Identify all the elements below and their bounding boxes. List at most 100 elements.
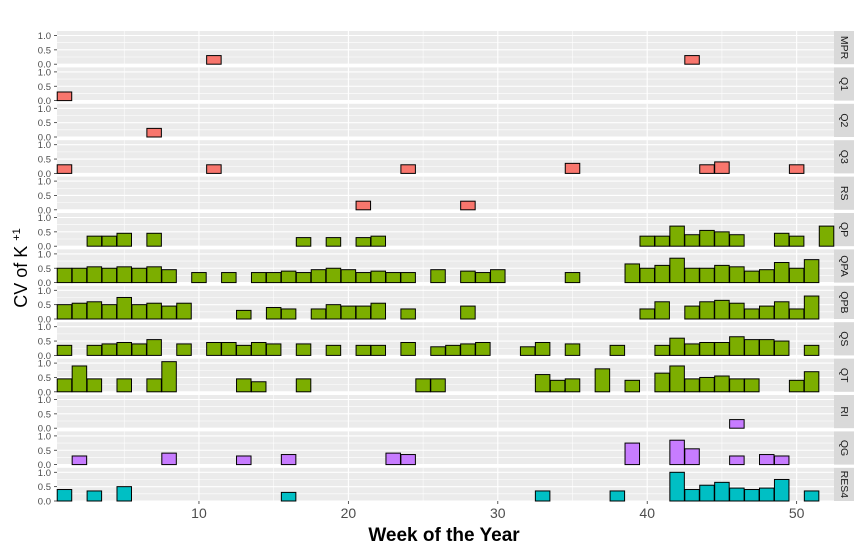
bar: [475, 341, 491, 356]
y-tick-label: 1.0: [38, 359, 51, 370]
facet-label: RES4: [838, 471, 850, 499]
y-tick-label: 1.0: [38, 140, 51, 151]
bar: [773, 478, 790, 502]
bar: [221, 272, 237, 284]
bar: [86, 344, 103, 356]
facet-strip: [834, 431, 854, 465]
y-tick-label: 0.0: [38, 133, 51, 144]
bar: [699, 267, 715, 284]
panel-q2: 0.0 0.5 1.0 Q2: [38, 103, 854, 144]
bar: [250, 381, 267, 393]
panel-rs: 0.0 0.5 1.0 RS: [38, 176, 854, 216]
y-tick-label: 0.5: [38, 264, 51, 275]
bar: [236, 455, 252, 466]
facet-label: QT: [838, 368, 850, 383]
bar: [639, 267, 655, 284]
bar: [325, 344, 342, 356]
bar: [684, 343, 700, 356]
y-tick-label: 0.0: [38, 351, 51, 362]
facet-label: QP: [838, 222, 850, 237]
bar: [773, 340, 790, 356]
bar: [684, 234, 700, 247]
bar: [624, 379, 641, 393]
bar: [146, 266, 162, 284]
y-tick-label: 1.0: [38, 177, 51, 188]
panel-qp: 0.0 0.5 1.0 QP: [38, 213, 854, 253]
bar: [71, 455, 88, 466]
bar: [609, 344, 626, 356]
bar: [415, 378, 431, 393]
panel-grid: [57, 176, 834, 211]
bar: [773, 455, 790, 466]
y-tick-label: 1.0: [38, 431, 51, 442]
bar: [788, 267, 805, 284]
bar: [803, 490, 820, 502]
bar: [564, 378, 581, 393]
bar: [206, 341, 222, 356]
bar: [460, 270, 476, 284]
bar: [370, 235, 387, 247]
bar: [161, 452, 177, 466]
bar: [624, 263, 641, 284]
x-tick-label: 30: [490, 505, 506, 521]
x-tick-label: 50: [789, 505, 805, 521]
bar: [430, 378, 446, 393]
bar: [699, 341, 715, 356]
bar: [714, 231, 730, 247]
y-tick-label: 0.5: [38, 227, 51, 238]
y-tick-label: 0.5: [38, 300, 51, 311]
bar: [684, 55, 700, 65]
bar: [56, 378, 73, 393]
y-tick-label: 0.5: [38, 373, 51, 384]
facet-strip: [834, 31, 854, 65]
bar: [669, 257, 685, 284]
y-tick-label: 0.0: [38, 278, 51, 289]
bar: [669, 365, 685, 393]
panel-grid: [57, 395, 834, 429]
bar: [669, 439, 685, 466]
bar: [101, 267, 118, 284]
bar: [400, 272, 416, 284]
panel-bars: [206, 55, 700, 65]
y-tick-label: 0.0: [38, 60, 51, 71]
bar: [265, 272, 282, 284]
bar: [161, 269, 177, 284]
bar: [116, 296, 132, 320]
bar: [385, 452, 401, 466]
bar: [250, 272, 267, 284]
bar: [295, 343, 312, 356]
bar: [295, 237, 312, 247]
bar: [729, 336, 745, 356]
panel-background: [57, 176, 834, 210]
bar: [310, 308, 327, 320]
bar: [788, 379, 805, 393]
y-tick-label: 1.0: [38, 395, 51, 406]
panel-background: [57, 395, 834, 429]
y-tick-label: 1.0: [38, 67, 51, 78]
bar: [355, 200, 372, 211]
bar: [340, 305, 357, 320]
bar: [280, 454, 297, 466]
bar: [236, 309, 252, 320]
bar: [86, 301, 103, 320]
bar: [803, 371, 820, 393]
facet-strip: [834, 395, 854, 429]
panel-qt: 0.0 0.5 1.0 QT: [38, 358, 854, 398]
bar: [684, 378, 700, 393]
y-tick-label: 0.0: [38, 96, 51, 107]
bar: [609, 490, 626, 502]
bar: [759, 339, 775, 356]
bar: [803, 259, 820, 284]
bar: [669, 471, 685, 502]
panel-background: [57, 431, 834, 465]
bar: [325, 237, 342, 247]
panel-bars: [56, 161, 805, 174]
bar: [176, 343, 192, 356]
y-tick-label: 0.0: [38, 460, 51, 471]
panel-bars: [56, 91, 73, 102]
bar: [460, 305, 476, 320]
bar: [385, 272, 401, 284]
bar: [221, 341, 237, 356]
bar: [773, 232, 790, 247]
bar: [131, 267, 147, 284]
